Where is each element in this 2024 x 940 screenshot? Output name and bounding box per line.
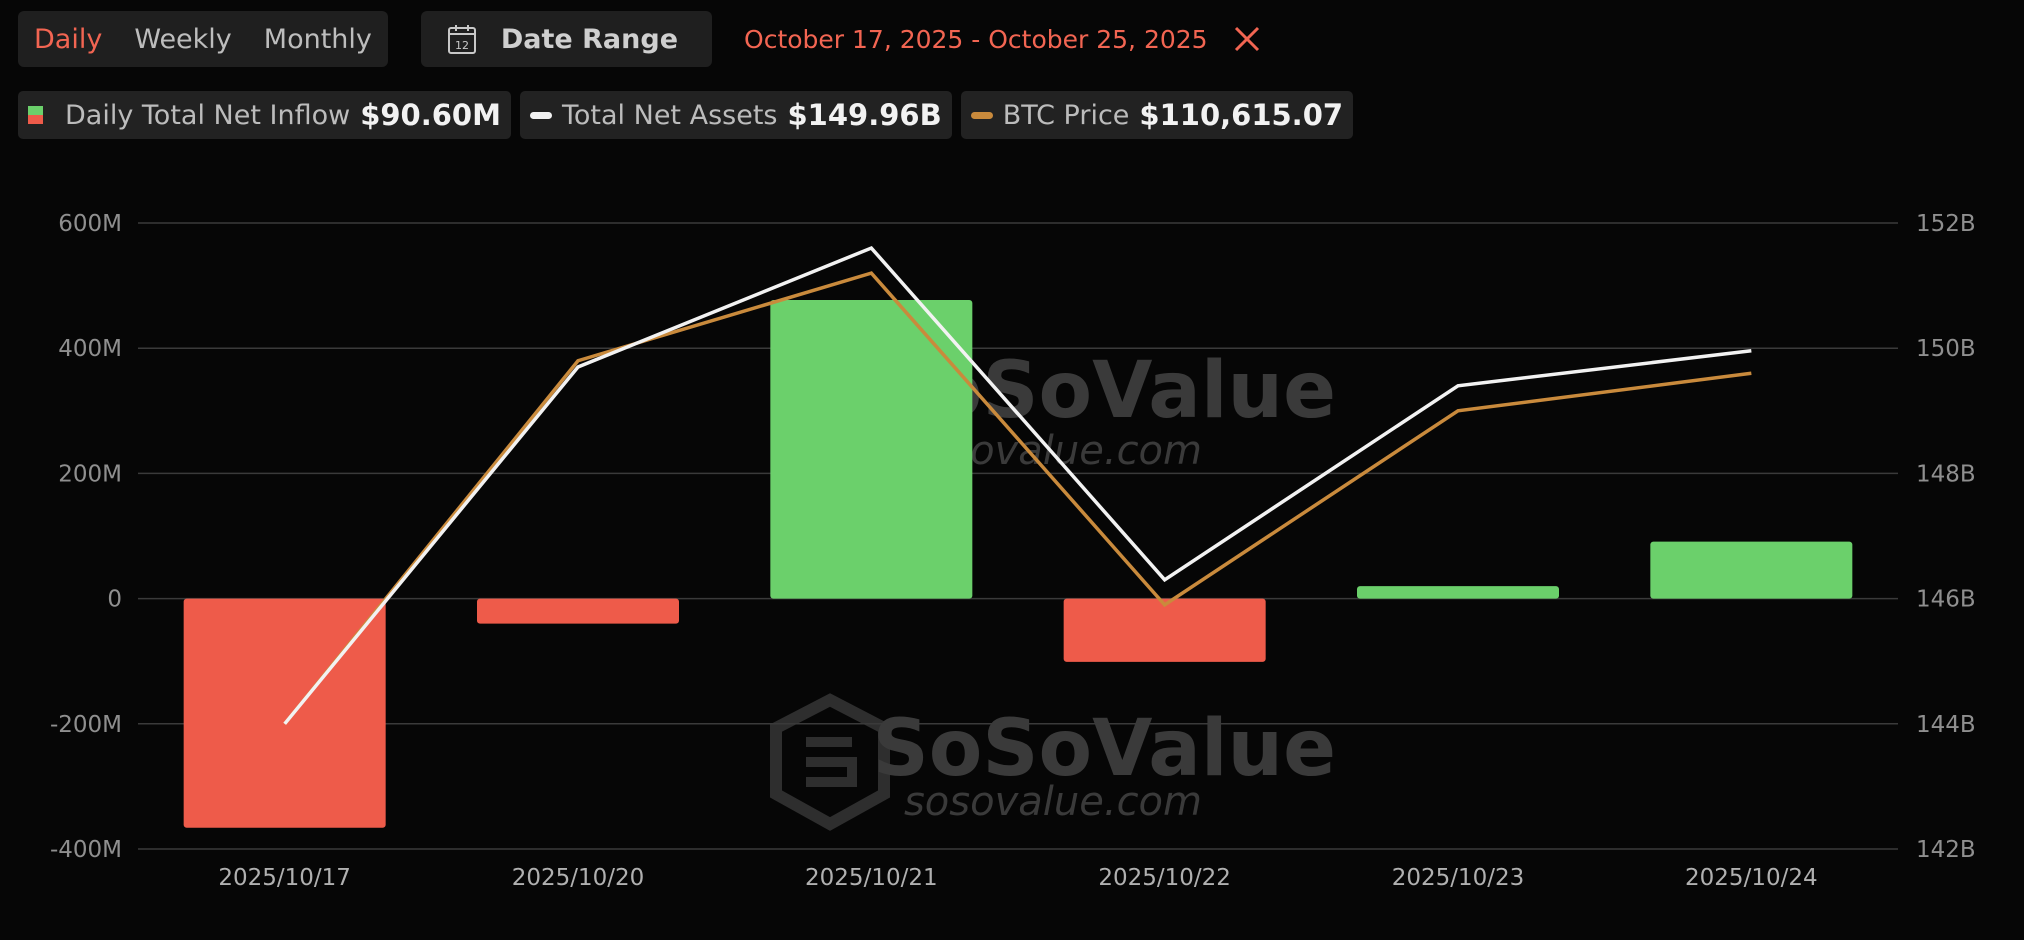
x-tick-label: 2025/10/22 xyxy=(1098,865,1231,891)
btc-price-line xyxy=(283,271,1752,725)
x-tick-label: 2025/10/23 xyxy=(1392,865,1525,891)
inflow-bars xyxy=(183,299,1853,828)
x-tick-label: 2025/10/21 xyxy=(805,865,938,891)
legend: Daily Total Net Inflow $90.60M Total Net… xyxy=(18,91,1362,139)
inflow-bar xyxy=(183,598,386,828)
tab-weekly[interactable]: Weekly xyxy=(134,23,232,55)
watermark-logo-icon xyxy=(770,693,890,831)
x-tick-label: 2025/10/17 xyxy=(218,865,351,891)
left-tick-label: -400M xyxy=(50,837,122,863)
period-tabs: Daily Weekly Monthly xyxy=(18,11,388,67)
selected-date-range: October 17, 2025 - October 25, 2025 xyxy=(744,24,1208,54)
right-tick-label: 152B xyxy=(1916,211,1976,237)
legend-label: Total Net Assets xyxy=(561,99,778,131)
x-tick-label: 2025/10/20 xyxy=(512,865,645,891)
legend-value: $110,615.07 xyxy=(1139,98,1344,132)
close-icon[interactable] xyxy=(1232,24,1262,54)
right-tick-label: 144B xyxy=(1916,712,1976,738)
inflow-swatch-icon xyxy=(28,106,43,124)
left-tick-label: 0 xyxy=(107,587,122,613)
tab-monthly[interactable]: Monthly xyxy=(263,23,372,55)
right-tick-label: 146B xyxy=(1916,587,1976,613)
legend-label: BTC Price xyxy=(1002,99,1130,131)
left-axis: 600M 400M 200M 0 -200M -400M xyxy=(50,211,122,863)
left-tick-label: 400M xyxy=(58,336,122,362)
calendar-icon-day: 12 xyxy=(455,39,469,52)
inflow-bar xyxy=(770,299,973,599)
right-tick-label: 142B xyxy=(1916,837,1976,863)
left-tick-label: 200M xyxy=(58,461,122,487)
x-axis: 2025/10/17 2025/10/20 2025/10/21 2025/10/22… xyxy=(218,865,1817,891)
legend-item-net-inflow[interactable]: Daily Total Net Inflow $90.60M xyxy=(18,91,511,139)
inflow-bar xyxy=(1063,598,1266,662)
gridlines xyxy=(138,222,1898,850)
legend-label: Daily Total Net Inflow xyxy=(65,99,351,131)
watermark-brand: SoSoValue xyxy=(873,704,1336,794)
legend-value: $90.60M xyxy=(360,98,501,132)
inflow-bar xyxy=(477,598,679,624)
date-range-button[interactable]: 12 Date Range xyxy=(420,11,713,67)
right-axis: 152B 150B 148B 146B 144B 142B xyxy=(1916,211,1976,863)
left-tick-label: 600M xyxy=(58,211,122,237)
legend-item-btc-price[interactable]: BTC Price $110,615.07 xyxy=(960,91,1354,139)
right-tick-label: 150B xyxy=(1916,336,1976,362)
legend-item-net-assets[interactable]: Total Net Assets $149.96B xyxy=(519,91,952,139)
series-lines xyxy=(283,245,1752,725)
left-tick-label: -200M xyxy=(50,712,122,738)
line-swatch-icon xyxy=(970,111,993,119)
watermark-url: sosovalue.com xyxy=(904,779,1202,825)
calendar-icon: 12 xyxy=(447,25,476,54)
tab-daily[interactable]: Daily xyxy=(34,23,103,55)
date-range-label: Date Range xyxy=(500,23,679,55)
toolbar: Daily Weekly Monthly 12 Date Range Octob… xyxy=(18,11,1262,67)
line-swatch-icon xyxy=(529,111,552,119)
inflow-bar xyxy=(1357,586,1559,599)
legend-value: $149.96B xyxy=(787,98,942,132)
inflow-bar xyxy=(1650,541,1853,599)
net-assets-line xyxy=(283,245,1752,725)
right-tick-label: 148B xyxy=(1916,461,1976,487)
x-tick-label: 2025/10/24 xyxy=(1685,865,1818,891)
